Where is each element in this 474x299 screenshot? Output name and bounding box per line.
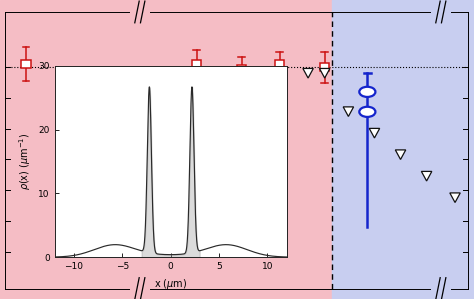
- Polygon shape: [274, 68, 285, 78]
- Polygon shape: [450, 193, 460, 202]
- Bar: [21, 60, 31, 68]
- Bar: [192, 60, 201, 68]
- Polygon shape: [369, 128, 380, 138]
- Polygon shape: [343, 107, 354, 116]
- Polygon shape: [395, 150, 406, 159]
- Y-axis label: $\rho$(x) ($\mu$m$^{-1}$): $\rho$(x) ($\mu$m$^{-1}$): [17, 133, 33, 190]
- X-axis label: x ($\mu$m): x ($\mu$m): [154, 277, 187, 291]
- Bar: [275, 60, 284, 68]
- Circle shape: [359, 107, 375, 117]
- Bar: [332, 0, 474, 299]
- Polygon shape: [248, 67, 259, 77]
- Polygon shape: [303, 68, 313, 78]
- Bar: [0, 0, 332, 299]
- Polygon shape: [319, 68, 330, 78]
- Circle shape: [359, 87, 375, 97]
- Bar: [237, 65, 246, 73]
- Polygon shape: [191, 68, 202, 78]
- Polygon shape: [421, 171, 432, 181]
- Polygon shape: [218, 67, 228, 77]
- Bar: [320, 63, 329, 71]
